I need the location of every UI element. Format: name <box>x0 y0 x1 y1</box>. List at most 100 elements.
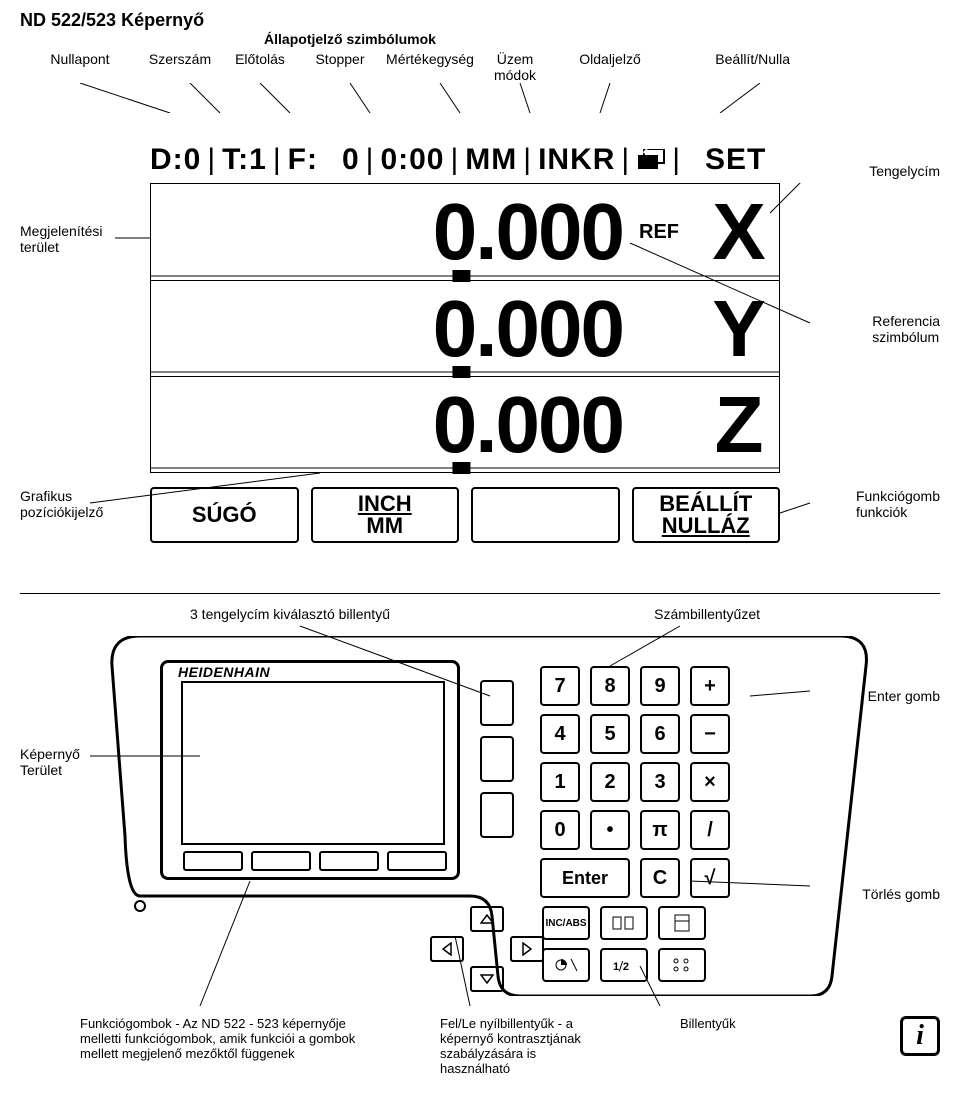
label-enter-key: Enter gomb <box>868 688 940 704</box>
device-softkey-3[interactable] <box>319 851 379 871</box>
label-page: Oldaljelző <box>579 51 640 67</box>
label-display-area: Megjelenítési terület <box>20 223 103 255</box>
numkey-7[interactable]: 7 <box>540 666 580 706</box>
device-screen-inner <box>181 681 445 845</box>
display-panel: 0.000 REF X 0.000 Y 0.000 Z <box>150 183 780 473</box>
softkey-set-l2: NULLÁZ <box>662 515 750 537</box>
brand-label: HEIDENHAIN <box>178 664 270 680</box>
label-tool: Szerszám <box>149 51 211 67</box>
status-d-label: D: <box>150 143 184 177</box>
hardkey-b1[interactable] <box>542 948 590 982</box>
status-set: SET <box>705 143 766 177</box>
device-softkeys <box>183 851 447 871</box>
hardkey-incabs[interactable]: INC/ABS <box>542 906 590 940</box>
numkey-times[interactable]: × <box>690 762 730 802</box>
readout-row-y: 0.000 Y <box>151 280 779 376</box>
numkey-2[interactable]: 2 <box>590 762 630 802</box>
numkey-dot[interactable]: • <box>590 810 630 850</box>
arrow-right-key[interactable] <box>510 936 544 962</box>
status-time: 0:00 <box>380 143 444 177</box>
label-graphic-pos: Grafikus pozíciókijelző <box>20 488 103 520</box>
label-stopper: Stopper <box>315 51 364 67</box>
hardkey-r3[interactable] <box>658 906 706 940</box>
softkey-blank[interactable] <box>471 487 620 543</box>
power-led-icon <box>134 900 146 912</box>
softkey-inch-mm[interactable]: INCH MM <box>311 487 460 543</box>
axis-key-x[interactable] <box>480 680 514 726</box>
numkey-6[interactable]: 6 <box>640 714 680 754</box>
header-connector-lines <box>20 83 940 113</box>
svg-text:1⧸2: 1⧸2 <box>613 960 629 973</box>
numkey-plus[interactable]: + <box>690 666 730 706</box>
footer-arrows-label: Fel/Le nyílbillentyűk - a képernyő kontr… <box>440 1016 640 1076</box>
numkey-1[interactable]: 1 <box>540 762 580 802</box>
numkey-minus[interactable]: − <box>690 714 730 754</box>
device-screen <box>160 660 460 880</box>
device-softkey-1[interactable] <box>183 851 243 871</box>
slider-z-icon <box>151 462 779 474</box>
enter-key[interactable]: Enter <box>540 858 630 898</box>
numkey-pi[interactable]: π <box>640 810 680 850</box>
device-softkey-2[interactable] <box>251 851 311 871</box>
device-panel: HEIDENHAIN 7 8 9 + 4 5 6 − 1 2 <box>110 636 870 996</box>
info-icon: i <box>900 1016 940 1056</box>
arrow-keys <box>430 906 544 992</box>
readout-x-value: 0.000 <box>151 192 633 272</box>
numkey-8[interactable]: 8 <box>590 666 630 706</box>
page-indicator-icon <box>636 149 666 171</box>
label-modes: Üzem módok <box>494 51 536 83</box>
numkey-5[interactable]: 5 <box>590 714 630 754</box>
arrow-down-key[interactable] <box>470 966 504 992</box>
label-unit: Mértékegység <box>386 51 474 67</box>
arrow-left-key[interactable] <box>430 936 464 962</box>
calc-icon <box>672 913 692 933</box>
softkey-help[interactable]: SÚGÓ <box>150 487 299 543</box>
clear-key[interactable]: C <box>640 858 680 898</box>
label-feed: Előtolás <box>235 51 285 67</box>
numkey-4[interactable]: 4 <box>540 714 580 754</box>
page-title: ND 522/523 Képernyő <box>20 10 940 31</box>
axis-key-y[interactable] <box>480 736 514 782</box>
status-unit: MM <box>465 143 517 177</box>
device-softkey-4[interactable] <box>387 851 447 871</box>
label-numpad: Számbillentyűzet <box>654 606 760 622</box>
function-hardkeys: INC/ABS 1⧸2 <box>542 906 706 990</box>
label-axis-select-keys: 3 tengelycím kiválasztó billentyű <box>190 606 390 622</box>
status-f-label: F: <box>288 143 318 177</box>
softkey-set-zero[interactable]: BEÁLLÍT NULLÁZ <box>632 487 781 543</box>
axis-select-keys <box>480 680 514 838</box>
label-screen-area: Képernyő Terület <box>20 746 80 778</box>
status-d-value: 0 <box>184 143 202 177</box>
footer-labels: Funkciógombok - Az ND 522 - 523 képernyő… <box>20 1016 940 1076</box>
label-datum: Nullapont <box>50 51 109 67</box>
numkey-9[interactable]: 9 <box>640 666 680 706</box>
label-softkey-func: Funkciógomb funkciók <box>856 488 940 520</box>
numkey-divide[interactable]: / <box>690 810 730 850</box>
axis-key-z[interactable] <box>480 792 514 838</box>
numkey-3[interactable]: 3 <box>640 762 680 802</box>
status-symbols-heading: Állapotjelző szimbólumok <box>150 31 550 47</box>
label-ref-symbol: Referencia szimbólum <box>872 313 940 345</box>
header-labels: Nullapont Szerszám Előtolás Stopper Mért… <box>20 51 940 83</box>
readout-x-axis: X <box>699 192 779 272</box>
numkey-0[interactable]: 0 <box>540 810 580 850</box>
softkey-row: SÚGÓ INCH MM BEÁLLÍT NULLÁZ <box>150 487 780 543</box>
footer-keys-label: Billentyűk <box>680 1016 780 1076</box>
status-t-value: 1 <box>249 143 267 177</box>
readout-x-ref: REF <box>639 221 699 244</box>
arrow-up-key[interactable] <box>470 906 504 932</box>
label-clear-key: Törlés gomb <box>862 886 940 902</box>
hardkey-r2[interactable] <box>600 906 648 940</box>
readout-z-axis: Z <box>699 385 779 465</box>
readout-y-axis: Y <box>699 289 779 369</box>
sqrt-key[interactable]: √ <box>690 858 730 898</box>
status-f-value: 0 <box>342 143 360 177</box>
numeric-keypad: 7 8 9 + 4 5 6 − 1 2 3 × 0 • π / <box>540 666 730 906</box>
softkey-inch-l1: INCH <box>358 493 412 515</box>
pattern-icon <box>669 955 695 975</box>
readout-row-z: 0.000 Z <box>151 376 779 472</box>
label-axis-title: Tengelycím <box>869 163 940 179</box>
hardkey-b3[interactable] <box>658 948 706 982</box>
hardkey-b2[interactable]: 1⧸2 <box>600 948 648 982</box>
status-mode: INKR <box>538 143 615 177</box>
